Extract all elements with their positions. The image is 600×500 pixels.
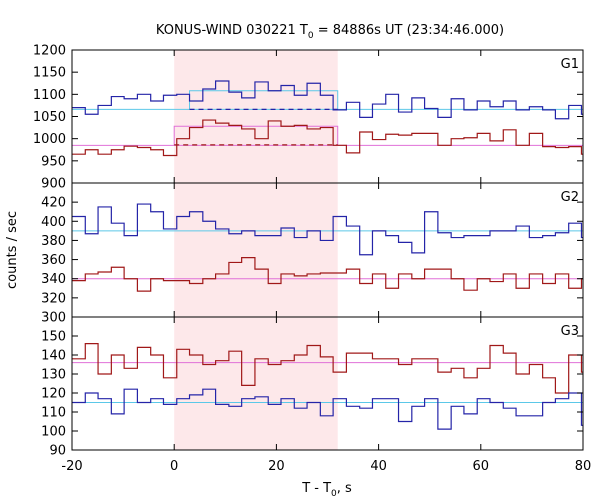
series-line-g1-1 — [72, 119, 583, 157]
y-tick-label: 420 — [41, 196, 66, 211]
y-tick-label: 320 — [41, 291, 66, 306]
panel-g2: 420 400 380 360 340 320 300 G2 — [41, 182, 584, 326]
panel-label-g1: G1 — [561, 57, 579, 72]
y-tick-label: 1050 — [33, 110, 66, 125]
y-tick-label: 950 — [41, 154, 66, 169]
series-line-g3-1 — [72, 388, 583, 430]
x-tick-label: 20 — [268, 459, 285, 474]
panel-g1: 1200 1150 1100 1050 1000 950 900 G1 — [33, 44, 584, 192]
burst-interval-shading — [174, 50, 338, 450]
y-tick-label: 1100 — [33, 88, 66, 103]
y-tick-label: 1000 — [33, 132, 66, 147]
x-tick-label: 40 — [370, 459, 387, 474]
chart-title-suffix: = 84886s UT (23:34:46.000) — [314, 23, 504, 38]
y-tick-label: 110 — [41, 406, 66, 421]
panel-g3: 150 140 130 120 110 100 90 G3 — [41, 316, 584, 459]
y-tick-label: 100 — [41, 425, 66, 440]
y-tick-label: 140 — [41, 349, 66, 364]
y-tick-label: 360 — [41, 253, 66, 268]
chart-title: KONUS-WIND 030221 T0 = 84886s UT (23:34:… — [156, 23, 504, 41]
y-tick-label: 130 — [41, 368, 66, 383]
y-tick-label: 150 — [41, 330, 66, 345]
y-axis-label: counts / sec — [5, 211, 20, 289]
panel-frame-g3 — [71, 316, 584, 451]
x-axis-label: T - T0, s — [301, 481, 352, 499]
series-line-g2-1 — [72, 257, 583, 292]
x-tick-label: -20 — [61, 459, 82, 474]
series-line-g2-0 — [72, 203, 583, 256]
y-tick-label: 900 — [41, 177, 66, 192]
y-tick-label: 300 — [41, 311, 66, 326]
x-axis-label-prefix: T - T — [301, 481, 331, 496]
y-tick-label: 120 — [41, 387, 66, 402]
panel-label-g3: G3 — [561, 324, 579, 339]
y-tick-label: 1150 — [33, 66, 66, 81]
plot-area: 12001150110010501000950900G1420400380360… — [33, 44, 591, 475]
x-tick-label: 60 — [473, 459, 490, 474]
x-tick-label: 0 — [170, 459, 178, 474]
y-tick-label: 400 — [41, 215, 66, 230]
chart-title-subscript: 0 — [308, 31, 314, 41]
y-tick-label: 340 — [41, 272, 66, 287]
burst-level-1 — [173, 125, 339, 145]
series-line-g3-0 — [72, 343, 583, 394]
y-tick-label: 380 — [41, 234, 66, 249]
panel-label-g2: G2 — [561, 190, 579, 205]
x-tick-label: 80 — [575, 459, 592, 474]
x-axis-label-suffix: , s — [337, 481, 352, 496]
y-tick-label: 90 — [49, 444, 66, 459]
y-tick-label: 1200 — [33, 44, 66, 59]
x-axis-label-subscript: 0 — [331, 489, 337, 499]
series-line-g1-0 — [72, 80, 583, 120]
chart-title-prefix: KONUS-WIND 030221 T — [156, 23, 308, 38]
